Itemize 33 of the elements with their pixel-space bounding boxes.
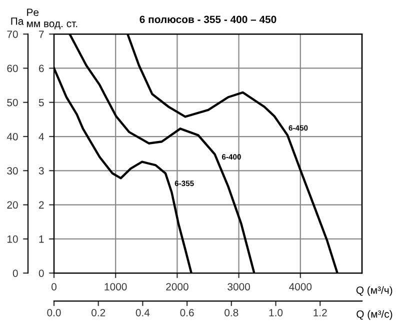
x2-tick-label: 0.2 [92,308,106,316]
y-tick-label: 0 [12,270,18,277]
chart-title: 6 полюсов - 355 - 400 – 450 [140,16,276,24]
y-tick-label: 40 [6,133,18,140]
y2-tick-label: 1 [39,236,44,243]
y-tick-label: 50 [7,98,18,106]
x2-tick-label: 0.6 [180,308,194,316]
x2-axis-title: Q (м³/с) [356,310,392,320]
y2-tick-label: 4 [38,133,44,140]
y2-tick-label: 0 [38,270,44,277]
y2-tick-label: 6 [39,64,44,72]
y2-tick-label: 5 [38,98,44,106]
x2-tick-label: 0.8 [224,308,238,316]
x2-tick-label: 0.4 [136,308,150,316]
y-tick-label: 30 [7,167,18,175]
x-tick-label: 0 [52,283,56,290]
y-tick-label: 10 [7,235,18,243]
y-tick-label: 70 [7,30,18,38]
y-axis-title: Па [11,18,24,25]
x2-tick-label: 0.0 [47,308,61,316]
x-tick-label: 1000 [104,283,127,290]
y2-tick-label: 3 [38,167,44,175]
x-tick-label: 3000 [228,283,250,290]
y2-axis-title: Pe мм вод. ст. [27,8,78,30]
x-axis-title: Q (м³/ч) [356,286,392,296]
x2-tick-label: 1.2 [314,308,327,316]
x2-tick-label: 1.0 [269,308,283,316]
x-tick-label: 2000 [166,283,188,290]
x-tick-label: 4000 [289,283,312,290]
y-tick-label: 20 [7,201,18,209]
y2-tick-label: 7 [39,30,44,38]
y-tick-label: 60 [7,64,18,72]
y2-tick-label: 2 [39,201,44,209]
